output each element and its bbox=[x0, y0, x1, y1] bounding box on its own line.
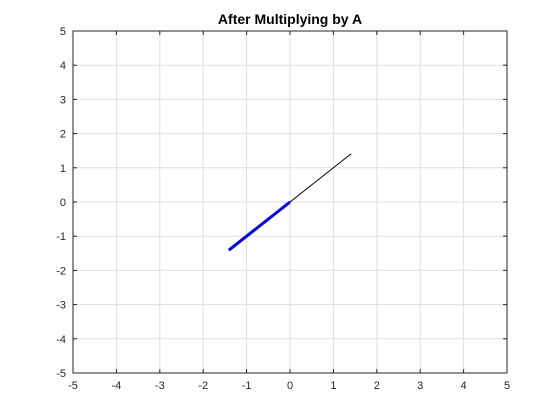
x-tick-label: 2 bbox=[374, 380, 380, 392]
y-tick-label: 4 bbox=[60, 60, 66, 72]
x-tick-label: -2 bbox=[198, 380, 208, 392]
x-tick-label: -3 bbox=[155, 380, 165, 392]
x-tick-label: 0 bbox=[287, 380, 293, 392]
y-tick-label: -5 bbox=[56, 368, 66, 380]
x-tick-label: 1 bbox=[330, 380, 336, 392]
y-tick-label: -2 bbox=[56, 265, 66, 277]
chart-title: After Multiplying by A bbox=[218, 11, 362, 27]
y-tick-label: -4 bbox=[56, 334, 66, 346]
y-tick-label: 0 bbox=[60, 197, 66, 209]
y-tick-label: 3 bbox=[60, 94, 66, 106]
x-ticks: -5 -4 -3 -2 -1 0 1 2 3 4 5 bbox=[68, 31, 510, 392]
series-group bbox=[227, 153, 352, 252]
y-tick-label: 2 bbox=[60, 129, 66, 141]
series-line-2 bbox=[227, 200, 291, 252]
y-tick-label: 5 bbox=[60, 26, 66, 38]
x-tick-label: 4 bbox=[461, 380, 467, 392]
x-tick-label: -1 bbox=[242, 380, 252, 392]
y-tick-label: 1 bbox=[60, 163, 66, 175]
x-tick-label: -4 bbox=[112, 380, 122, 392]
y-tick-label: -3 bbox=[56, 300, 66, 312]
x-tick-label: -5 bbox=[68, 380, 78, 392]
x-tick-label: 3 bbox=[417, 380, 423, 392]
x-tick-label: 5 bbox=[504, 380, 510, 392]
y-ticks: -5 -4 -3 -2 -1 0 1 2 3 4 5 bbox=[56, 26, 507, 380]
series-line-1 bbox=[289, 153, 352, 203]
y-tick-label: -1 bbox=[56, 231, 66, 243]
